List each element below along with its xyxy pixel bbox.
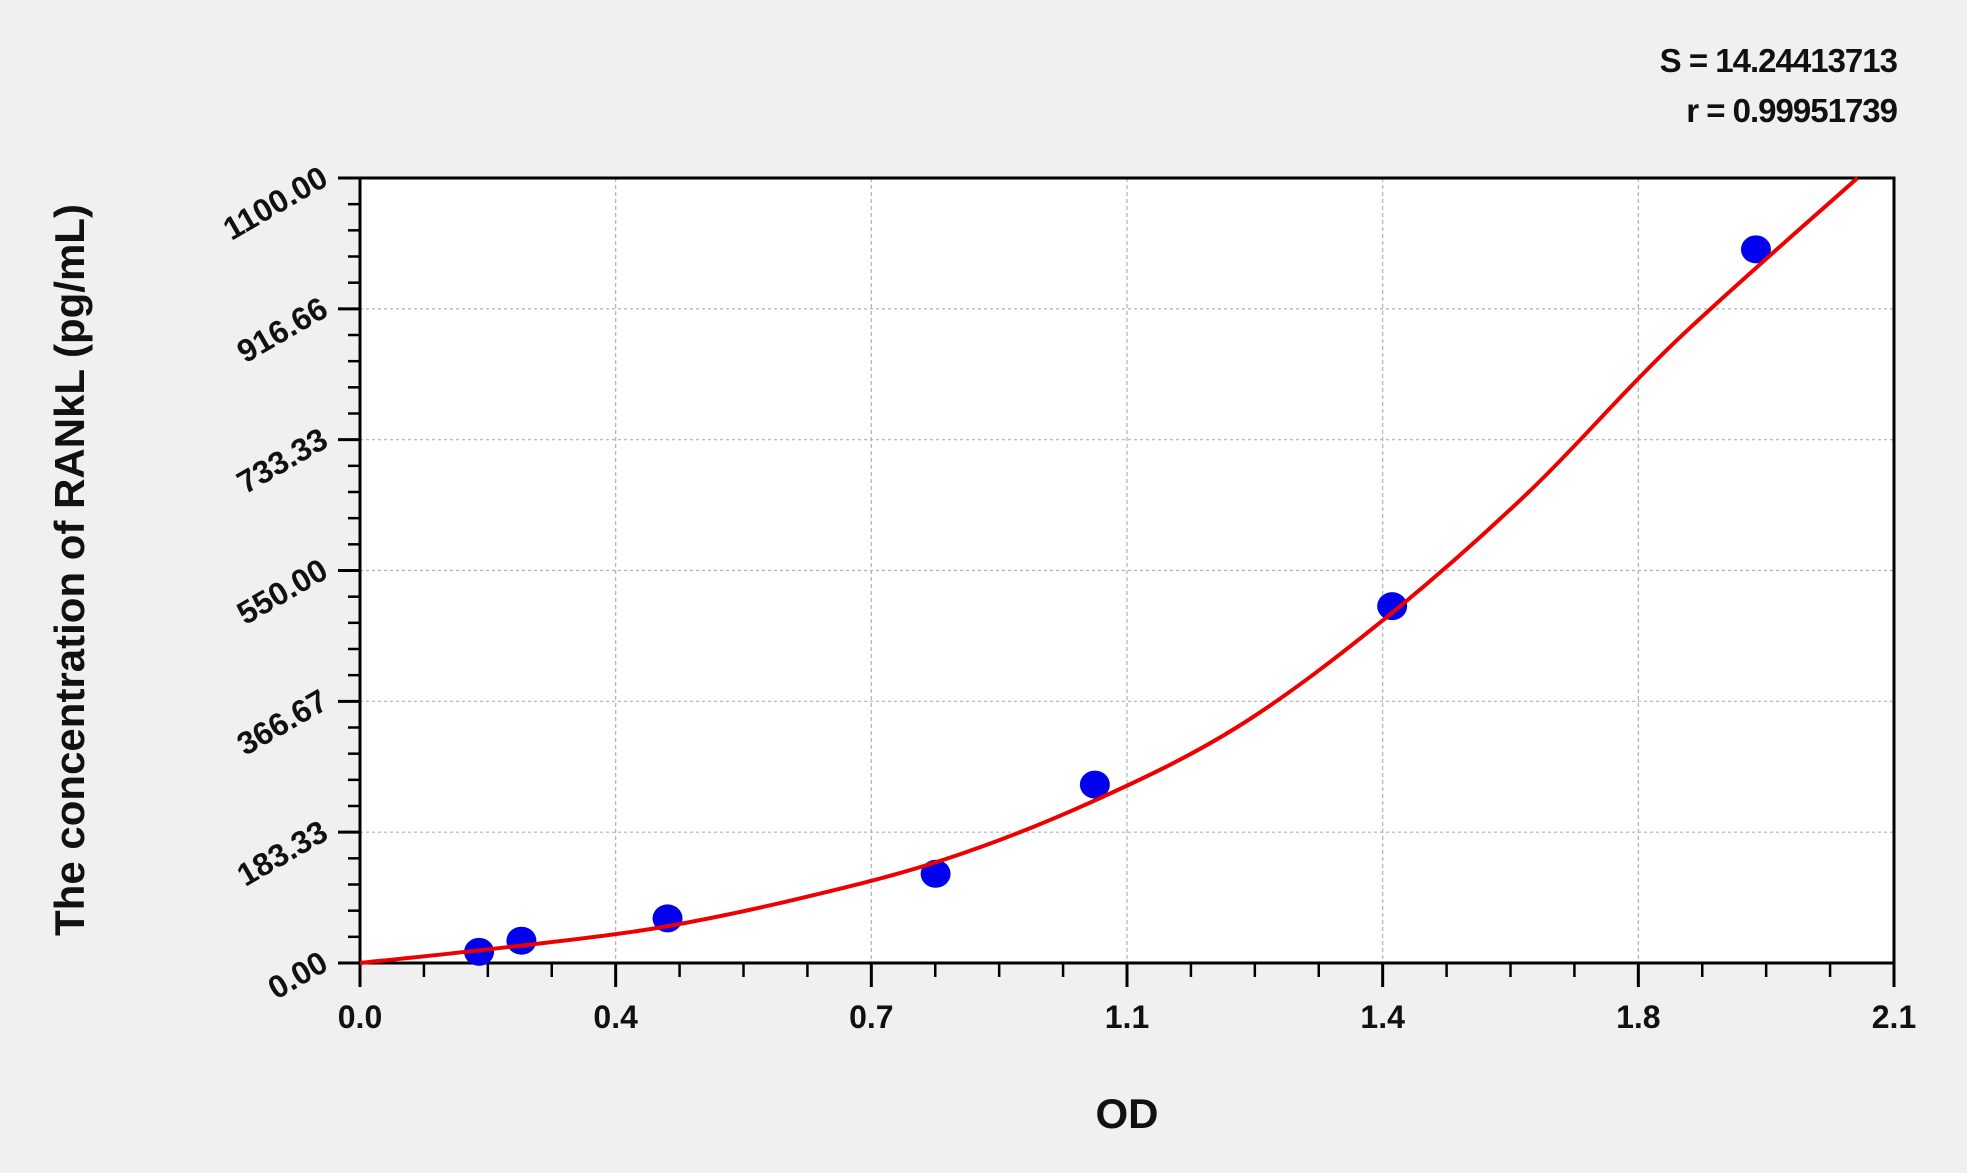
x-tick-label: 0.0: [338, 999, 382, 1035]
y-tick-label: 0.00: [262, 944, 334, 1006]
x-axis-label: OD: [1096, 1090, 1159, 1137]
plot-frame: [358, 176, 1896, 965]
y-tick-label: 366.67: [231, 682, 334, 762]
x-tick-labels: 0.0 0.4 0.7 1.1 1.4 1.8 2.1: [338, 999, 1916, 1035]
data-point: [1377, 592, 1408, 621]
x-tick-label: 1.1: [1105, 999, 1149, 1035]
x-tick-label: 2.1: [1872, 999, 1916, 1035]
fit-curve: [359, 176, 1859, 965]
y-tick-label: 733.33: [231, 421, 334, 501]
data-point: [1740, 235, 1771, 264]
data-point: [506, 926, 537, 955]
y-tick-label: 183.33: [231, 813, 334, 893]
r-statistic: r = 0.99951739: [1686, 92, 1898, 129]
y-tick-label: 916.66: [231, 290, 334, 370]
x-tick-label: 1.8: [1616, 999, 1660, 1035]
axis-ticks: [338, 176, 1896, 987]
y-tick-label: 1100.00: [217, 159, 334, 247]
data-points: [464, 235, 1771, 966]
y-axis-label: The concentration of RANkL (pg/mL): [46, 204, 93, 936]
data-point: [920, 859, 951, 888]
x-tick-label: 1.4: [1360, 999, 1405, 1035]
x-tick-label: 0.7: [849, 999, 893, 1035]
y-tick-label: 550.00: [231, 551, 334, 631]
s-statistic: S = 14.24413713: [1659, 42, 1898, 79]
x-tick-label: 0.4: [593, 999, 638, 1035]
y-tick-labels: 0.00 183.33 366.67 550.00 733.33 916.66 1100.0…: [217, 159, 334, 1006]
grid: [360, 178, 1894, 963]
data-point: [1079, 770, 1110, 799]
